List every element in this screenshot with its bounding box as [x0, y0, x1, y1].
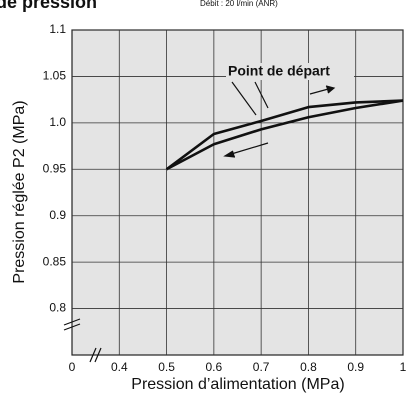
chart-subtitle: Débit : 20 l/min (ANR)	[200, 0, 278, 8]
axis-break-mark	[63, 323, 81, 331]
arrow-head	[325, 85, 336, 94]
axis-break	[63, 318, 102, 363]
data-line	[165, 99, 404, 171]
y-tick-label: 1.05	[43, 69, 67, 83]
chart-title: de pression	[0, 0, 97, 12]
x-tick-label: 0.5	[158, 360, 175, 374]
y-tick-label: 0.8	[49, 301, 66, 315]
annotation: Point de départ	[228, 63, 330, 79]
x-tick-label: 0	[69, 360, 76, 374]
axis-break-mark	[89, 347, 97, 363]
x-tick-label: 0.8	[300, 360, 317, 374]
axis-break-mark	[94, 347, 102, 363]
x-tick-label: 0.7	[253, 360, 270, 374]
leader-line	[231, 81, 257, 116]
arrow-head	[223, 150, 236, 158]
y-tick-label: 0.95	[43, 161, 67, 175]
leader-line	[254, 81, 269, 109]
y-tick-label: 0.85	[43, 254, 67, 268]
y-axis-label: Pression réglée P2 (MPa)	[11, 100, 28, 283]
axis-break-mark	[63, 318, 81, 326]
annotation-leaders	[223, 81, 336, 158]
annotation-bg	[226, 63, 354, 80]
x-tick-label: 1	[400, 360, 407, 374]
y-tick-label: 0.9	[49, 208, 66, 222]
plot-background	[71, 29, 404, 356]
y-tick-label: 1.1	[49, 22, 66, 36]
arrow-shaft	[227, 142, 269, 156]
x-tick-label: 0.9	[347, 360, 364, 374]
x-tick-label: 0.4	[111, 360, 128, 374]
data-line	[165, 99, 404, 171]
y-tick-label: 1.0	[49, 115, 66, 129]
x-tick-label: 0.6	[206, 360, 223, 374]
x-axis-label: Pression d’alimentation (MPa)	[131, 376, 344, 393]
